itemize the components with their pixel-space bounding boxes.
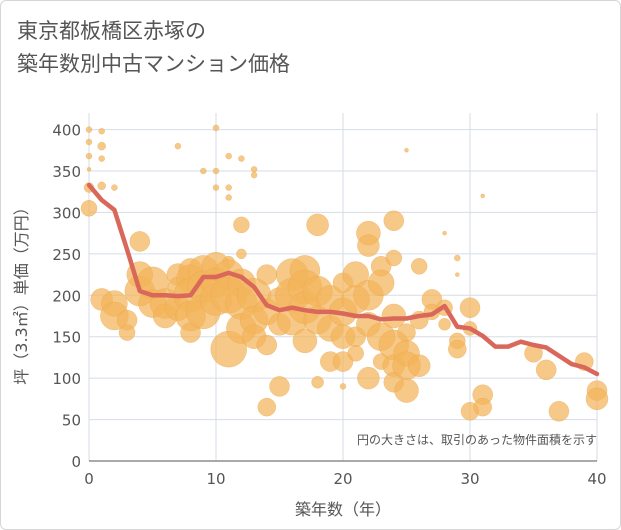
bubble-point: [311, 376, 324, 389]
bubble-point: [174, 142, 182, 150]
bubble-point: [257, 397, 277, 417]
x-tick-label: 40: [587, 470, 606, 488]
trend-line-series: [86, 182, 600, 377]
bubble-point: [442, 230, 447, 236]
y-tick-label: 100: [52, 370, 81, 388]
bubble-point: [85, 138, 93, 146]
bubble-point: [212, 124, 220, 132]
average-price-line: [86, 182, 600, 377]
x-tick-label: 30: [460, 470, 479, 488]
chart-title-line-1: 東京都板橋区赤塚の: [17, 19, 206, 43]
bubble-point: [225, 152, 232, 160]
bubble-point: [454, 254, 461, 262]
y-tick-label: 0: [71, 453, 81, 471]
bubble-point: [225, 194, 232, 201]
bubble-point: [394, 378, 419, 403]
bubble-point: [381, 303, 407, 329]
bubble-point: [256, 264, 278, 285]
bubble-point: [459, 297, 481, 318]
bubble-point: [357, 366, 380, 390]
x-tick-label: 10: [206, 470, 225, 488]
y-axis-label: 坪（3.3㎡）単価（万円）: [12, 199, 31, 384]
bubble-point: [292, 328, 318, 354]
bubble-point: [385, 249, 403, 267]
bubble-point: [448, 339, 467, 359]
bubble-point: [118, 324, 136, 341]
bubble-point: [306, 213, 329, 237]
bubble-point: [407, 354, 431, 377]
bubble-point: [98, 155, 105, 162]
chart-title: 東京都板橋区赤塚の 築年数別中古マンション価格: [17, 15, 290, 81]
bubble-point: [85, 126, 93, 133]
axis-ticks: 0 50 100 150 200 250 300 350 400 0 10 20 30 40: [52, 122, 606, 488]
y-tick-label: 250: [52, 246, 81, 264]
bubble-point: [129, 231, 151, 252]
bubble-point: [233, 216, 250, 234]
bubble-point: [212, 167, 220, 175]
bubble-point: [410, 258, 428, 275]
bubble-point: [367, 269, 395, 297]
y-tick-label: 150: [52, 329, 81, 347]
bubble-point: [80, 200, 98, 217]
y-tick-label: 200: [52, 287, 81, 305]
bubble-point: [548, 401, 570, 422]
bubble-point: [85, 152, 93, 160]
bubble-point: [111, 184, 118, 191]
bubble-point: [200, 167, 207, 175]
bubble-point: [98, 127, 105, 135]
bubble-point: [438, 318, 451, 331]
bubble-point: [347, 345, 364, 362]
bubble-point: [473, 397, 492, 417]
bubble-point: [455, 272, 460, 277]
y-tick-label: 300: [52, 204, 81, 222]
bubble-point: [238, 155, 245, 162]
bubble-point: [332, 351, 354, 372]
bubble-point: [86, 167, 92, 172]
bubble-point: [339, 383, 347, 390]
bubble-point: [236, 248, 247, 260]
bubble-point: [535, 359, 557, 381]
bubble-point: [256, 334, 278, 356]
bubble-point: [357, 234, 380, 257]
bubble-point: [383, 210, 405, 231]
bubble-series: [80, 124, 609, 422]
bubble-point: [404, 148, 409, 153]
bubble-point: [269, 376, 290, 397]
y-tick-label: 50: [62, 412, 81, 430]
chart-title-line-2: 築年数別中古マンション価格: [17, 52, 290, 76]
bubble-point: [212, 184, 220, 191]
x-tick-label: 0: [84, 470, 94, 488]
y-tick-label: 350: [52, 163, 81, 181]
x-tick-label: 20: [333, 470, 352, 488]
x-axis-label: 築年数（年）: [295, 500, 391, 519]
bubble-point: [250, 171, 258, 179]
bubble-point: [97, 181, 106, 191]
bubble-size-note: 円の大きさは、取引のあった物件面積を示す: [357, 432, 597, 447]
bubble-point: [250, 166, 258, 173]
bubble-point: [225, 184, 232, 191]
bubble-point: [480, 193, 485, 199]
bubble-point: [97, 141, 106, 151]
y-tick-label: 400: [52, 122, 81, 140]
bubble-point: [585, 387, 609, 411]
